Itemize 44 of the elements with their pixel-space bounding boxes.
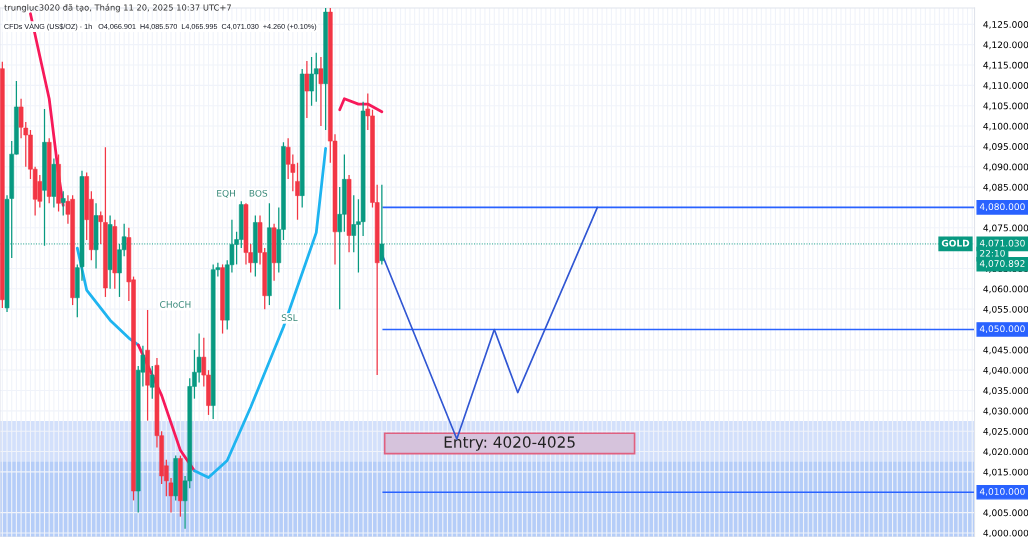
- y-tick-label: 4,075.000: [983, 224, 1028, 233]
- y-tick-label: 4,105.000: [983, 102, 1028, 111]
- annotation: EQH: [217, 189, 236, 198]
- y-tick-label: 4,090.000: [983, 163, 1028, 172]
- y-tick-label: 4,085.000: [983, 183, 1028, 192]
- y-tick-label: 4,000.000: [983, 529, 1028, 537]
- y-tick-label: 4,015.000: [983, 468, 1028, 477]
- annotation: SSL: [281, 314, 298, 322]
- y-tick-label: 4,045.000: [983, 346, 1028, 355]
- y-tick-label: 4,005.000: [983, 509, 1028, 518]
- y-tick-label: 4,110.000: [983, 82, 1028, 90]
- annotation: GOLD: [941, 239, 970, 247]
- candlestick: [295, 162, 300, 221]
- y-tick-label: 4,025.000: [983, 427, 1028, 436]
- y-tick-label: 4,060.000: [983, 285, 1028, 294]
- annotation: BOS: [249, 189, 268, 197]
- y-tick-label: 4,020.000: [983, 448, 1028, 457]
- candlestick: [313, 52, 319, 103]
- band-label: Entry: 4020-4025: [444, 436, 575, 451]
- candlestick: [98, 210, 104, 245]
- y-tick-label: 4,120.000: [983, 41, 1028, 50]
- y-tick-label: 4,030.000: [983, 407, 1028, 416]
- y-tick-label: 4,055.000: [983, 305, 1028, 314]
- candlestick: [309, 56, 314, 107]
- y-tick-label: 4,035.000: [983, 387, 1028, 395]
- line-series: [193, 147, 328, 479]
- text: 22:10: [980, 249, 1005, 257]
- ref-line-label: 4,010.000: [979, 488, 1025, 496]
- y-tick-label: 4,125.000: [983, 21, 1028, 29]
- ref-line-label: 4,071.030: [979, 239, 1025, 248]
- candlestick: [149, 365, 155, 400]
- candlestick: [318, 56, 324, 127]
- ref-line-label: 4,050.000: [979, 325, 1025, 334]
- ref-line-label: 4,080.000: [979, 203, 1025, 211]
- line-series: [338, 97, 384, 114]
- chart-title: trungluc3020 đã tạo, Tháng 11 20, 2025 10:37 UTC+7: [4, 3, 231, 13]
- candlestick: [304, 60, 310, 119]
- y-tick-label: 4,040.000: [983, 366, 1028, 375]
- y-tick-label: 4,095.000: [983, 143, 1028, 151]
- annotation: CHoCH: [160, 300, 191, 308]
- candlestick: [60, 190, 66, 217]
- text: 4,070.892: [979, 260, 1025, 268]
- y-tick-label: 4,100.000: [983, 122, 1028, 131]
- y-tick-label: 4,115.000: [983, 61, 1028, 70]
